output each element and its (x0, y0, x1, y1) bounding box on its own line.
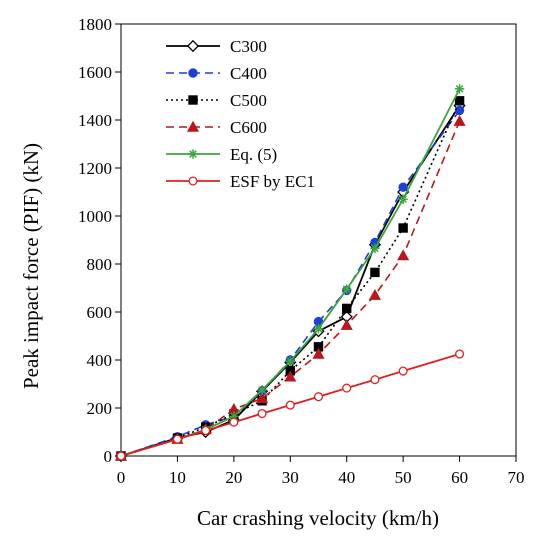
data-point-c600 (368, 288, 381, 300)
data-point-c600 (312, 347, 325, 359)
legend-label-c400: C400 (230, 64, 267, 83)
x-tick-label: 50 (395, 468, 412, 487)
data-point-c500 (370, 267, 380, 278)
data-point-eq-5 (398, 194, 408, 204)
data-point-esf-by-ec1 (285, 400, 295, 410)
data-point-esf-by-ec1 (201, 426, 211, 436)
y-tick-label: 600 (87, 303, 113, 322)
y-tick-label: 1600 (78, 63, 112, 82)
plot-area-frame (120, 23, 517, 457)
legend-marker-eq-5 (188, 149, 198, 159)
data-point-esf-by-ec1 (342, 383, 352, 393)
legend-label-esf-by-ec1: ESF by EC1 (230, 172, 315, 191)
x-tick-label: 40 (338, 468, 355, 487)
data-point-esf-by-ec1 (313, 392, 324, 402)
y-axis-label: Peak impact force (PIF) (kN) (19, 143, 43, 389)
data-point-esf-by-ec1 (116, 451, 126, 461)
y-tick-label: 800 (87, 255, 113, 274)
legend-label-c600: C600 (230, 118, 267, 137)
x-tick-label: 10 (169, 468, 186, 487)
data-point-c600 (284, 370, 297, 382)
x-tick-label: 60 (451, 468, 468, 487)
data-point-c600 (453, 114, 466, 126)
legend-marker-c600 (186, 120, 200, 132)
data-point-c600 (340, 318, 353, 330)
x-axis-label: Car crashing velocity (km/h) (197, 506, 439, 530)
x-tick-label: 20 (225, 468, 242, 487)
y-tick-label: 200 (87, 399, 113, 418)
y-tick-label: 1400 (78, 111, 112, 130)
data-point-esf-by-ec1 (229, 417, 239, 427)
series-line-c500 (120, 100, 461, 457)
data-point-eq-5 (257, 385, 267, 395)
legend-marker-c500 (188, 95, 198, 105)
data-point-c500 (454, 96, 465, 106)
y-tick-label: 400 (87, 351, 113, 370)
data-point-c500 (342, 303, 352, 314)
data-point-esf-by-ec1 (370, 375, 380, 385)
data-point-eq-5 (313, 324, 324, 334)
data-point-c600 (397, 249, 410, 261)
legend-marker-esf-by-ec1 (188, 176, 198, 186)
legend-marker-c400 (188, 68, 198, 78)
data-point-c500 (398, 223, 408, 233)
legend-marker-c300 (186, 39, 200, 53)
x-tick-label: 0 (117, 468, 126, 487)
x-tick-label: 70 (508, 468, 525, 487)
data-point-eq-5 (285, 356, 295, 366)
y-tick-label: 1000 (78, 207, 112, 226)
data-point-c400 (454, 105, 465, 116)
y-tick-label: 1800 (78, 15, 112, 34)
data-point-c400 (398, 182, 408, 192)
data-point-esf-by-ec1 (398, 366, 408, 376)
x-tick-label: 30 (282, 468, 299, 487)
data-point-c600 (256, 392, 269, 404)
y-tick-label: 0 (104, 447, 113, 466)
legend-label-c300: C300 (230, 37, 267, 56)
legend-label-eq-5: Eq. (5) (230, 145, 277, 164)
data-point-esf-by-ec1 (257, 408, 267, 419)
data-point-esf-by-ec1 (172, 434, 182, 444)
data-point-eq-5 (370, 243, 380, 254)
legend-label-c500: C500 (230, 91, 267, 110)
data-point-eq-5 (454, 84, 465, 94)
data-point-esf-by-ec1 (455, 349, 465, 359)
data-point-eq-5 (342, 284, 352, 294)
y-tick-label: 1200 (78, 159, 112, 178)
